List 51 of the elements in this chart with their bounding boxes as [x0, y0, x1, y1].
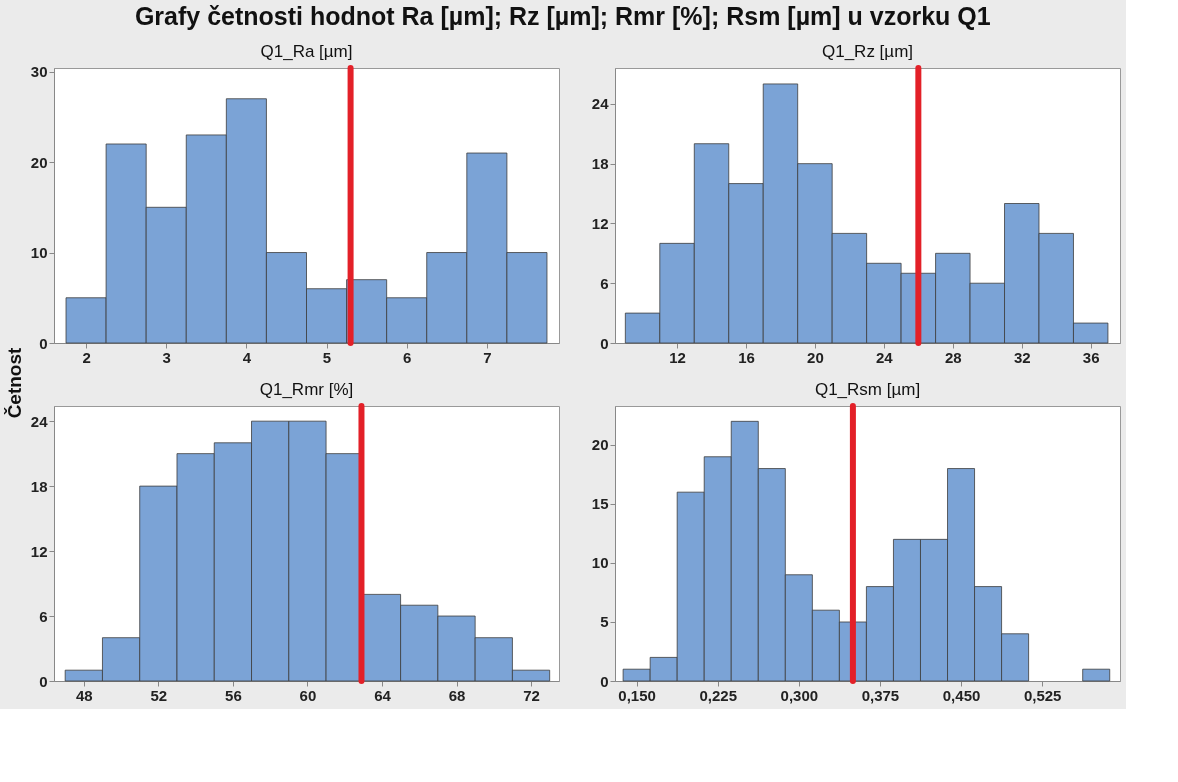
x-tick-label: 3: [162, 348, 171, 366]
chart-title: Q1_Rmr [%]: [259, 380, 354, 399]
x-tick-label: 52: [150, 686, 168, 704]
y-tick-label: 5: [600, 613, 609, 631]
x-tick-label: 0,525: [1023, 686, 1062, 704]
x-tick-label: 2: [82, 348, 91, 366]
x-tick-label: 5: [322, 348, 332, 366]
y-tick-label: 15: [591, 495, 609, 513]
x-tick-label: 60: [299, 686, 317, 704]
y-tick-label: 12: [591, 214, 609, 232]
x-tick-label: 0,450: [942, 686, 981, 704]
x-tick-label: 16: [738, 348, 755, 366]
y-axis-title: Četnost: [4, 346, 25, 419]
x-tick-label: 7: [483, 348, 492, 366]
x-tick-label: 0,150: [618, 686, 656, 704]
y-tick-label: 0: [600, 672, 609, 690]
y-tick-label: 0: [39, 672, 48, 690]
x-tick-label: 0,225: [699, 686, 737, 704]
x-tick-label: 48: [75, 686, 93, 704]
y-tick-label: 20: [591, 436, 609, 454]
x-tick-label: 64: [374, 686, 392, 704]
x-tick-label: 12: [669, 348, 686, 366]
x-tick-label: 56: [225, 686, 242, 704]
y-tick-label: 10: [591, 554, 609, 572]
y-tick-label: 18: [591, 155, 609, 173]
chart-title: Q1_Rsm [µm]: [814, 380, 921, 399]
y-tick-label: 20: [30, 153, 48, 171]
y-tick-label: 30: [30, 63, 48, 81]
x-tick-label: 32: [1013, 348, 1031, 366]
x-tick-label: 4: [242, 348, 252, 366]
x-tick-label: 36: [1082, 348, 1100, 366]
y-tick-label: 24: [30, 412, 49, 430]
x-tick-label: 0,300: [780, 686, 819, 704]
text: Grafy četnosti hodnot Ra [µm]; Rz [µm]; Rmr [%]; Rsm [µm] u vzorku Q1: [134, 2, 991, 31]
y-tick-label: 6: [39, 607, 48, 625]
x-tick-label: 6: [403, 348, 412, 366]
x-tick-label: 0,375: [861, 686, 900, 704]
y-tick-label: 24: [591, 95, 610, 113]
y-tick-label: 6: [600, 274, 609, 292]
x-tick-label: 28: [944, 348, 962, 366]
y-tick-label: 12: [30, 542, 48, 560]
x-tick-label: 68: [448, 686, 466, 704]
x-tick-label: 24: [876, 348, 894, 366]
chart-title: Q1_Rz [µm]: [821, 42, 914, 61]
y-tick-label: 0: [39, 334, 48, 352]
y-tick-label: 10: [30, 244, 48, 262]
y-tick-label: 0: [600, 334, 609, 352]
y-tick-label: 18: [30, 477, 48, 495]
x-tick-label: 72: [523, 686, 540, 704]
x-tick-label: 20: [807, 348, 824, 366]
chart-title: Q1_Ra [µm]: [260, 41, 353, 61]
